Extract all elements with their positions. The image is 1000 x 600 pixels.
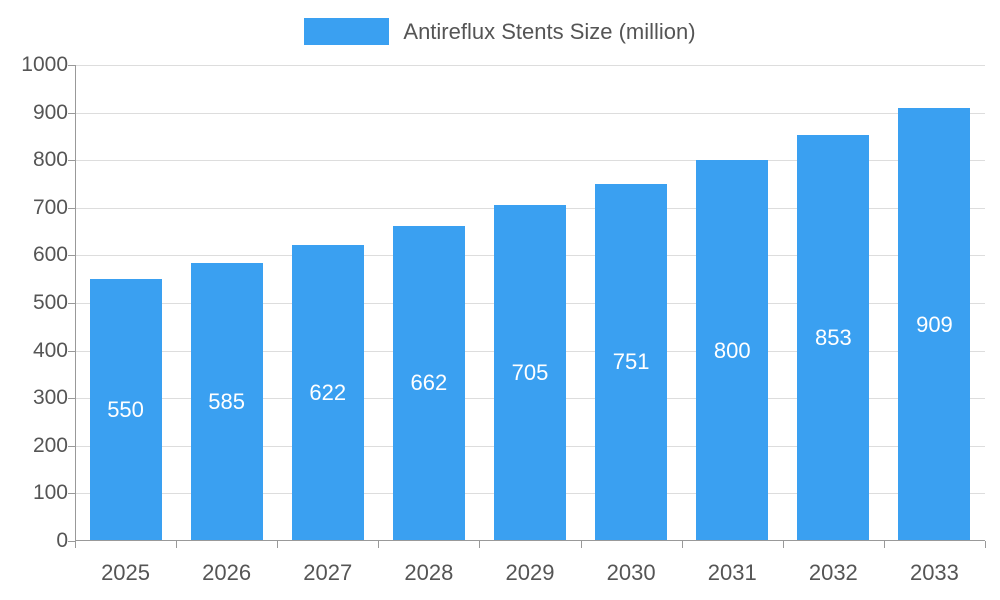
bar-value-label: 585 <box>208 388 246 414</box>
y-axis-tick <box>68 160 75 162</box>
bar-value-label: 550 <box>107 397 144 423</box>
x-axis-tick <box>277 541 279 548</box>
legend-swatch <box>304 17 390 45</box>
bar <box>392 225 465 541</box>
y-axis-tick <box>68 65 75 66</box>
bar <box>494 205 566 541</box>
x-axis-tick <box>681 541 683 548</box>
y-axis-tick-label: 500 <box>32 291 68 314</box>
bar-value-label: 622 <box>309 379 347 405</box>
y-axis-tick-label: 1000 <box>21 53 68 76</box>
y-axis-tick <box>68 350 75 352</box>
y-axis-tick <box>68 493 75 495</box>
y-axis-tick <box>68 112 75 114</box>
bar <box>190 262 263 541</box>
y-axis-line <box>75 65 76 541</box>
x-axis-tick-label: 2030 <box>606 560 656 585</box>
y-axis-tick-label: 200 <box>32 433 68 457</box>
x-axis-tick <box>580 541 582 548</box>
y-axis-tick <box>68 207 75 209</box>
bar-value-label: 800 <box>713 337 751 363</box>
y-axis-tick-label: 900 <box>32 100 68 124</box>
bar <box>89 279 162 541</box>
x-axis-tick-label: 2026 <box>202 560 252 585</box>
y-axis-tick <box>68 303 75 304</box>
bar-value-label: 705 <box>511 360 549 386</box>
y-axis-tick <box>68 445 75 447</box>
x-axis-tick <box>378 541 380 548</box>
bar-value-label: 853 <box>814 324 852 350</box>
bar <box>898 108 971 541</box>
legend-item[interactable]: Antireflux Stents Size (million) <box>0 16 1000 46</box>
bar <box>797 134 870 541</box>
bar-value-label: 751 <box>612 349 650 375</box>
bar <box>291 244 364 541</box>
y-axis-tick-label: 0 <box>56 529 68 552</box>
x-axis-tick-label: 2025 <box>101 560 151 585</box>
plot-area: 550 585 622 662 705 751 800 853 909 <box>68 65 986 548</box>
bar-value-label: 909 <box>916 311 953 337</box>
y-axis-tick <box>68 255 75 257</box>
bar <box>696 160 769 541</box>
x-axis-tick-label: 2029 <box>505 560 555 585</box>
y-axis-tick-label: 400 <box>32 338 68 362</box>
bar-value-label: 662 <box>410 370 448 396</box>
gridline <box>75 112 985 114</box>
gridline <box>75 65 985 66</box>
y-axis-tick <box>68 541 75 542</box>
x-axis-tick <box>782 541 784 548</box>
y-axis-tick-label: 100 <box>32 481 68 505</box>
x-axis-line <box>75 540 985 541</box>
x-axis-tick <box>75 541 76 548</box>
x-axis-tick <box>479 541 481 548</box>
y-axis-tick-label: 800 <box>32 148 68 172</box>
x-axis-tick-label: 2028 <box>404 560 454 585</box>
gridline <box>75 160 985 162</box>
y-axis-tick-label: 700 <box>32 195 68 219</box>
y-axis-tick <box>68 398 75 400</box>
y-axis-tick-label: 600 <box>32 243 68 267</box>
x-axis-tick-label: 2033 <box>909 560 959 585</box>
x-axis-tick <box>985 541 986 548</box>
bar <box>595 183 668 541</box>
x-axis-tick-label: 2032 <box>808 560 858 585</box>
x-axis-tick <box>176 541 178 548</box>
x-axis-tick-label: 2031 <box>707 560 757 585</box>
x-axis-tick <box>883 541 885 548</box>
x-axis-tick-label: 2027 <box>303 560 353 585</box>
y-axis-tick-label: 300 <box>32 386 68 410</box>
legend-label: Antireflux Stents Size (million) <box>403 18 696 44</box>
